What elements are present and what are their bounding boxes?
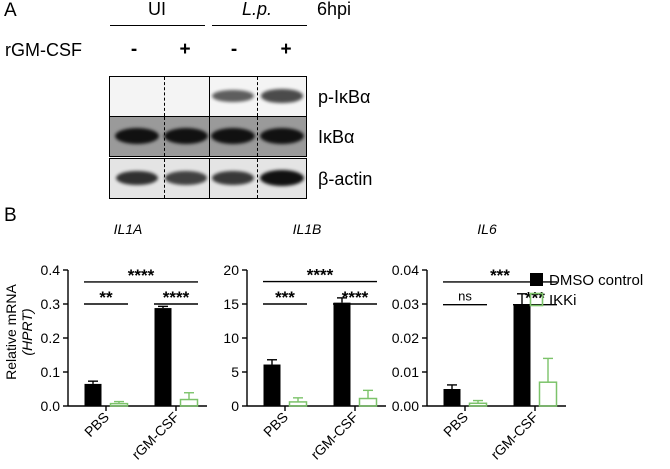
bar (288, 401, 308, 407)
bar (84, 383, 102, 406)
x-tick-label: PBS (260, 409, 291, 440)
bar (179, 398, 199, 407)
y-tick-label: 15 (223, 296, 239, 312)
blot-band (115, 170, 159, 186)
y-tick-label: 0.0 (41, 398, 61, 414)
blot-label-beta-actin: β-actin (318, 169, 373, 189)
legend-swatch-dmso (530, 273, 543, 286)
significance-label: **** (163, 288, 190, 307)
bar (513, 304, 531, 406)
bar (154, 308, 172, 406)
x-tick-label: rGM-CSF (128, 409, 182, 463)
chart-title: IL6 (477, 221, 497, 237)
group-line-lp (212, 25, 307, 26)
y-tick-label: 0.00 (392, 398, 419, 414)
lane-sign-1: - (130, 39, 138, 60)
blot-ikba (109, 116, 307, 157)
y-tick-label: 0.3 (41, 296, 61, 312)
blot-band (115, 128, 159, 144)
y-axis-label-line1: Relative mRNA (3, 284, 19, 380)
y-tick-label: 0.02 (392, 330, 419, 346)
y-tick-label: 0.4 (41, 262, 61, 278)
panel-b-letter: B (4, 205, 17, 226)
y-tick-label: 5 (231, 364, 239, 380)
chart-title: IL1B (293, 221, 322, 237)
significance-label: ns (458, 289, 472, 304)
panel-a-letter: A (4, 0, 17, 21)
group-label-ui: UI (148, 0, 166, 19)
y-tick-label: 0.2 (41, 330, 61, 346)
significance-label: **** (128, 266, 155, 285)
x-tick-label: PBS (81, 409, 112, 440)
bar (109, 402, 129, 407)
significance-label: **** (307, 266, 334, 285)
y-tick-label: 0.03 (392, 296, 419, 312)
bar (468, 402, 488, 407)
y-tick-label: 0.04 (392, 262, 419, 278)
blot-band (260, 170, 304, 186)
blot-band (164, 171, 208, 185)
blot-band (212, 89, 254, 103)
y-axis-label-line2: (HPRT) (19, 308, 35, 355)
legend-swatch-ikki (529, 292, 544, 307)
lane-sign-3: - (230, 39, 238, 60)
significance-label: *** (275, 288, 295, 307)
significance-label: *** (490, 266, 510, 285)
blot-band (164, 128, 208, 144)
x-tick-label: rGM-CSF (487, 409, 541, 463)
significance-label: ** (99, 288, 113, 307)
group-label-lp: L.p. (242, 0, 273, 19)
y-tick-label: 0 (231, 398, 239, 414)
legend-label-dmso: DMSO control (549, 272, 643, 289)
blot-band (261, 89, 303, 103)
timepoint-label: 6hpi (317, 0, 352, 19)
y-tick-label: 0.1 (41, 364, 61, 380)
x-tick-label: PBS (440, 409, 471, 440)
y-tick-label: 20 (223, 262, 239, 278)
bar (538, 381, 558, 407)
treatment-label: rGM-CSF (5, 40, 82, 60)
blot-beta-actin (109, 158, 307, 199)
bar (263, 364, 281, 406)
blot-label-p-ikba: p-IκBα (318, 87, 371, 107)
chart-title: IL1A (114, 221, 143, 237)
blot-label-ikba: IκBα (318, 127, 355, 147)
blot-p-ikba (109, 76, 307, 117)
y-tick-label: 0.01 (392, 364, 419, 380)
blot-band (211, 171, 255, 185)
bar (333, 302, 351, 406)
significance-label: **** (342, 288, 369, 307)
lane-sign-2: + (179, 39, 191, 60)
blot-band (260, 128, 304, 144)
group-line-ui (110, 25, 205, 26)
y-tick-label: 10 (223, 330, 239, 346)
bar (358, 397, 378, 407)
legend-label-ikki: IKKi (549, 292, 577, 309)
lane-sign-4: + (280, 39, 292, 60)
blot-band (211, 128, 255, 144)
bar (443, 389, 461, 406)
x-tick-label: rGM-CSF (307, 409, 361, 463)
legend: DMSO control IKKi (529, 272, 643, 309)
